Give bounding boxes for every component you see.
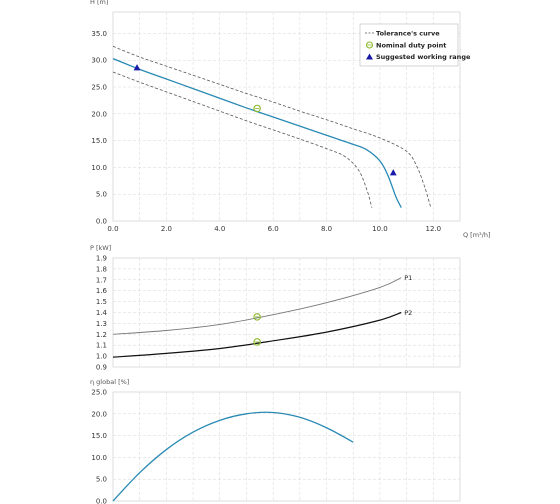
duty-point-marker [253,104,261,113]
y-tick-label: 25.0 [91,389,107,397]
y-tick-label: 1.9 [96,255,107,263]
power-series-line-p1 [112,277,402,335]
x-tick-label: 8.0 [321,225,332,233]
legend-duty-point-label: Nominal duty point [376,42,446,50]
x-tick-label: 10.0 [372,225,388,233]
head-curve-line [112,58,402,208]
x-tick-label: 2.0 [161,225,172,233]
tolerance-upper-line [112,45,432,208]
working-range-marker [133,64,141,71]
x-tick-label: 6.0 [268,225,279,233]
y-tick-label: 1.0 [96,353,107,361]
legend-box [359,23,459,67]
y-tick-label: 20.0 [91,110,107,118]
y-tick-label: 10.0 [91,454,107,462]
y-tick-label: 1.5 [96,298,107,306]
y-axis-label: η global [%] [90,378,129,386]
duty-point-marker [253,313,261,321]
y-tick-label: 1.3 [96,320,107,328]
y-tick-label: 15.0 [91,137,107,145]
working-range-marker [389,169,397,176]
efficiency-curve-line [112,411,354,502]
y-tick-label: 10.0 [91,164,107,172]
y-tick-label: 1.4 [96,309,108,317]
y-axis-label: P [kW] [90,244,111,252]
duty-point-marker [253,338,261,346]
y-tick-label: 0.0 [96,498,107,504]
x-tick-label: 4.0 [214,225,225,233]
y-tick-label: 1.1 [96,342,107,350]
y-tick-label: 5.0 [96,476,107,484]
tolerance-lower-line [112,71,373,208]
x-tick-label: 0.0 [107,225,118,233]
y-axis-label: H [m] [90,0,108,6]
y-tick-label: 30.0 [91,57,107,65]
x-tick-label: 12.0 [426,225,442,233]
y-tick-label: 1.2 [96,331,107,339]
x-axis-label: Q [m³/h] [463,231,491,239]
series-label-p2: P2 [404,309,412,317]
y-tick-label: 1.8 [96,265,107,273]
legend: Tolerance's curve Nominal duty point Sug… [359,23,471,67]
plot-area [112,391,461,502]
power-series-line-p2 [112,311,402,358]
y-tick-label: 15.0 [91,432,107,440]
y-tick-label: 0.9 [96,364,107,372]
y-tick-label: 1.7 [96,276,107,284]
power-flow-chart: 0.9 1.0 1.1 1.2 1.3 1.4 1.5 1.6 1.7 1.8 1.9 P [kW] P… [90,244,461,372]
legend-working-range-label: Suggested working range [376,53,471,61]
y-tick-label: 0.0 [96,218,107,226]
y-tick-label: 35.0 [91,30,107,38]
legend-tolerance-label: Tolerance's curve [376,30,440,38]
y-tick-label: 5.0 [96,191,107,199]
y-tick-label: 25.0 [91,84,107,92]
series-label-p1: P1 [404,274,412,282]
y-tick-label: 20.0 [91,410,107,418]
legend-working-range-swatch [366,53,373,60]
efficiency-flow-chart: 0.0 5.0 10.0 15.0 20.0 25.0 η global [%] [90,378,461,504]
legend-duty-point-swatch [365,41,374,49]
y-tick-label: 1.6 [96,287,108,295]
